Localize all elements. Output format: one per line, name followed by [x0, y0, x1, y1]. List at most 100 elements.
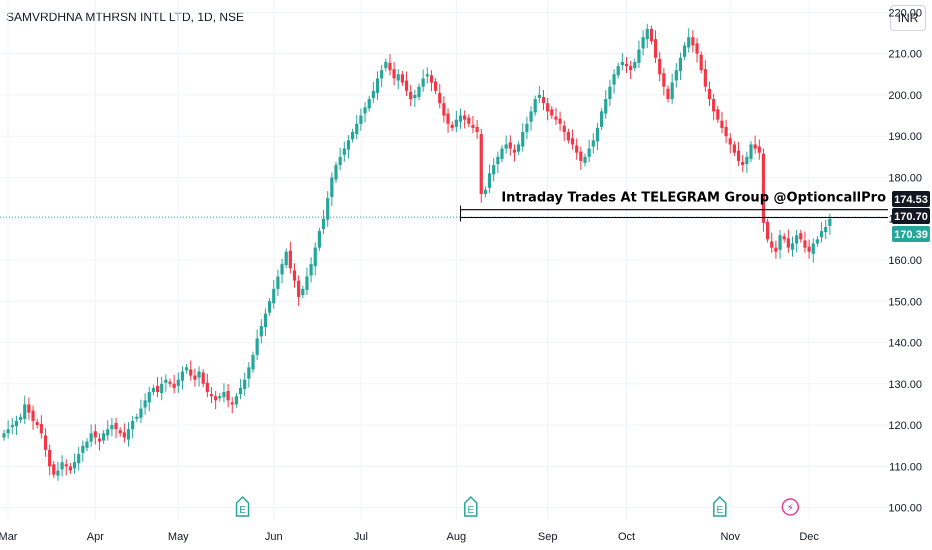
candle [106, 420, 110, 441]
candle [463, 110, 467, 129]
candle [546, 98, 550, 121]
candle [326, 191, 330, 227]
candle [757, 139, 761, 160]
y-tick-label: 130.00 [888, 379, 922, 391]
candle [280, 258, 284, 284]
levels [0, 205, 888, 222]
candle [558, 111, 562, 131]
x-tick-label: Nov [720, 531, 740, 543]
candle [259, 319, 263, 344]
candle [504, 135, 508, 154]
candle [155, 377, 160, 398]
candle [56, 461, 60, 481]
candle [795, 230, 799, 253]
candle [753, 135, 757, 154]
events[interactable]: E E E ⚡ [235, 495, 800, 517]
y-tick-label: 210.00 [888, 49, 922, 61]
candle [533, 95, 537, 116]
grid [0, 0, 888, 520]
candle [2, 430, 6, 441]
candle [425, 67, 429, 84]
candle [521, 123, 525, 152]
x-tick-label: Jun [265, 531, 283, 543]
event-label: E [467, 505, 474, 516]
price-label: 174.53 [894, 194, 928, 206]
candle [541, 89, 546, 111]
candle [284, 248, 288, 269]
x-tick-label: Jul [354, 531, 368, 543]
candle [126, 422, 131, 447]
candle [633, 58, 637, 72]
candle [529, 106, 533, 131]
candle [135, 413, 139, 423]
candle [496, 151, 500, 173]
candle [52, 460, 56, 478]
candle [122, 423, 126, 443]
candle [749, 141, 753, 163]
candle [612, 69, 616, 94]
candle [653, 30, 658, 63]
candle [268, 297, 272, 316]
candle [732, 141, 736, 156]
candle [396, 69, 400, 90]
candle [72, 453, 77, 474]
candle [404, 71, 409, 96]
candle [641, 30, 645, 56]
candle [31, 405, 35, 430]
candle [562, 120, 566, 141]
y-tick-label: 160.00 [888, 255, 922, 267]
candle [355, 114, 359, 140]
y-tick-label: 180.00 [888, 172, 922, 184]
event-label: ⚡ [787, 503, 794, 514]
candle [238, 379, 243, 400]
candle [492, 158, 496, 182]
candle [712, 93, 716, 121]
candle [591, 133, 595, 154]
candle [400, 70, 404, 86]
candle [342, 141, 346, 162]
candle [579, 146, 583, 170]
x-tick-label: Apr [87, 531, 104, 543]
earnings-icon[interactable]: E [464, 495, 478, 517]
candle [570, 129, 575, 150]
candle [683, 42, 687, 61]
x-tick-label: Mar [0, 531, 18, 543]
candle [288, 241, 292, 274]
candle [292, 263, 297, 288]
candle [525, 116, 529, 140]
candle [89, 424, 93, 447]
earnings-icon[interactable]: E [235, 495, 250, 517]
candle [458, 108, 463, 129]
candle [77, 446, 81, 471]
earnings-icon[interactable]: E [713, 495, 727, 517]
dividend-icon[interactable]: ⚡ [781, 498, 800, 516]
candle [807, 239, 811, 259]
x-tick-label: Sep [538, 531, 558, 543]
candle [487, 164, 492, 193]
candle [110, 418, 114, 437]
candle [214, 391, 218, 410]
candle [728, 133, 732, 154]
candle [297, 275, 301, 307]
currency-button[interactable]: INR [890, 5, 926, 31]
candle [35, 418, 39, 429]
candle [23, 395, 27, 425]
candle [604, 90, 608, 119]
price-label-bg [892, 226, 930, 242]
candle [774, 240, 778, 259]
x-tick-label: May [168, 531, 189, 543]
candle [131, 415, 135, 439]
candle [276, 269, 280, 296]
candle [263, 308, 268, 336]
candle [321, 209, 326, 235]
candle [421, 69, 425, 92]
candle [222, 383, 226, 403]
candle [517, 141, 521, 155]
candle [330, 172, 334, 206]
candle [600, 108, 604, 131]
price-label: 170.39 [894, 229, 928, 241]
candle [500, 145, 504, 163]
candle [413, 89, 417, 107]
candle [93, 424, 97, 445]
